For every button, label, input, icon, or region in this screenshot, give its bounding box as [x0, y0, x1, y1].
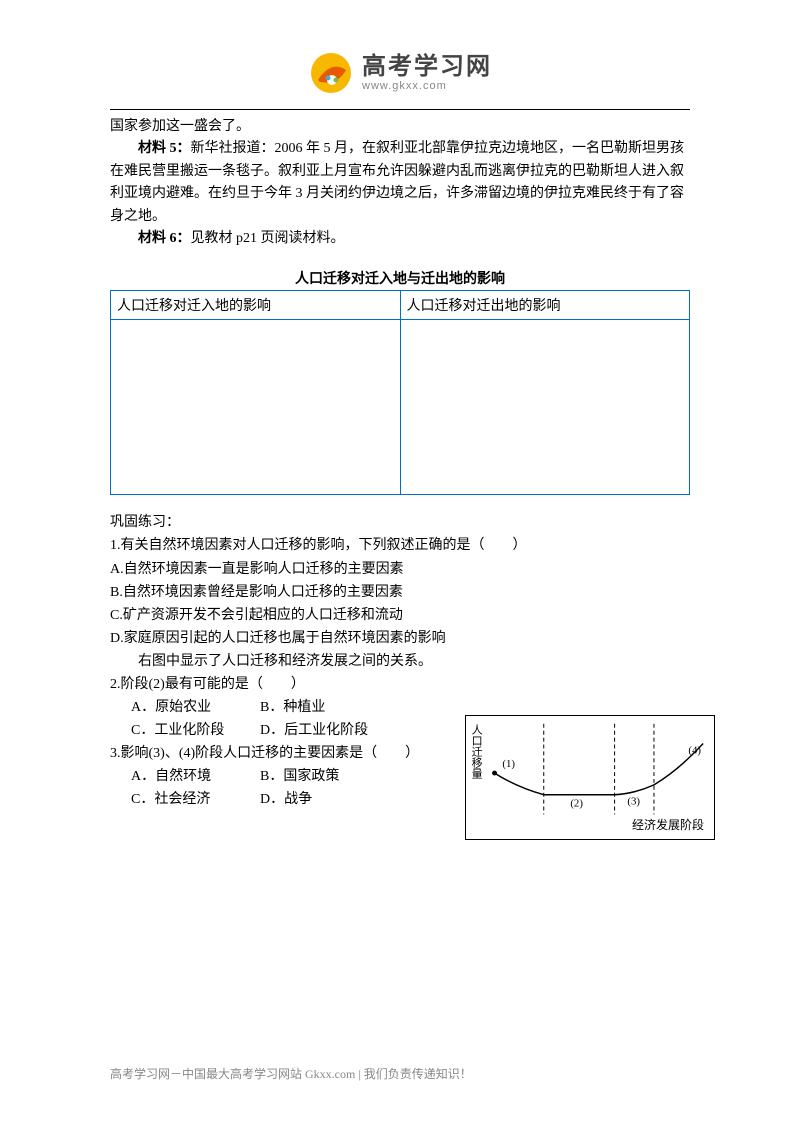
q2-stem: 2.阶段(2)最有可能的是（ ） — [110, 673, 690, 696]
table-cell-in — [111, 320, 401, 495]
q2-optA: A．原始农业 — [110, 696, 260, 719]
intro-line1: 国家参加这一盛会了。 — [110, 116, 690, 138]
material-5-label: 材料 5： — [138, 141, 191, 156]
table-cell-out — [400, 320, 690, 495]
q3-optC: C．社会经济 — [110, 788, 260, 811]
header-logo: 高考学习网 www.gkxx.com — [110, 50, 690, 101]
exercises-section: 巩固练习： 1.有关自然环境因素对人口迁移的影响，下列叙述正确的是（ ） A.自… — [110, 511, 690, 811]
q1-optD: D.家庭原因引起的人口迁移也属于自然环境因素的影响 — [110, 627, 690, 650]
table-col2-header: 人口迁移对迁出地的影响 — [400, 291, 690, 320]
q3-optB: B．国家政策 — [260, 765, 339, 788]
q3-optD: D．战争 — [260, 788, 312, 811]
q3-optA: A．自然环境 — [110, 765, 260, 788]
table-col1-header: 人口迁移对迁入地的影响 — [111, 291, 401, 320]
q2-optC: C．工业化阶段 — [110, 719, 260, 742]
material-6-label: 材料 6： — [138, 231, 191, 246]
label-3: (3) — [627, 796, 640, 808]
context-line: 右图中显示了人口迁移和经济发展之间的关系。 — [110, 650, 690, 673]
chart-xlabel: 经济发展阶段 — [632, 816, 704, 836]
header-divider — [110, 109, 690, 110]
migration-chart: (1) (2) (3) (4) 人口迁移量 经济发展阶段 — [465, 715, 715, 840]
label-4: (4) — [688, 745, 701, 757]
curve-start-dot — [492, 771, 497, 776]
material-6: 材料 6：见教材 p21 页阅读材料。 — [110, 228, 690, 250]
label-1: (1) — [502, 759, 515, 771]
material-5-text: 新华社报道：2006 年 5 月，在叙利亚北部靠伊拉克边境地区，一名巴勒斯坦男孩… — [110, 141, 684, 223]
material-text: 国家参加这一盛会了。 材料 5：新华社报道：2006 年 5 月，在叙利亚北部靠… — [110, 116, 690, 250]
impact-table: 人口迁移对迁入地的影响 人口迁移对迁出地的影响 — [110, 290, 690, 495]
footer-text: 高考学习网－中国最大高考学习网站 Gkxx.com | 我们负责传递知识！ — [110, 1065, 690, 1082]
chart-ylabel: 人口迁移量 — [470, 724, 482, 779]
q1-stem: 1.有关自然环境因素对人口迁移的影响，下列叙述正确的是（ ） — [110, 534, 690, 557]
table-body-row — [111, 320, 690, 495]
material-5: 材料 5：新华社报道：2006 年 5 月，在叙利亚北部靠伊拉克边境地区，一名巴… — [110, 138, 690, 228]
exercises-label: 巩固练习： — [110, 511, 690, 534]
material-6-text: 见教材 p21 页阅读材料。 — [191, 231, 345, 246]
q1-optB: B.自然环境因素曾经是影响人口迁移的主要因素 — [110, 581, 690, 604]
q1-optC: C.矿产资源开发不会引起相应的人口迁移和流动 — [110, 604, 690, 627]
table-header-row: 人口迁移对迁入地的影响 人口迁移对迁出地的影响 — [111, 291, 690, 320]
logo-url: www.gkxx.com — [362, 80, 447, 92]
logo-title: 高考学习网 — [362, 54, 492, 80]
logo-icon — [308, 50, 354, 96]
q2-optD: D．后工业化阶段 — [260, 719, 368, 742]
table-title: 人口迁移对迁入地与迁出地的影响 — [110, 268, 690, 288]
label-2: (2) — [570, 798, 583, 810]
q2-optB: B．种植业 — [260, 696, 325, 719]
q1-optA: A.自然环境因素一直是影响人口迁移的主要因素 — [110, 558, 690, 581]
curve — [495, 744, 704, 795]
